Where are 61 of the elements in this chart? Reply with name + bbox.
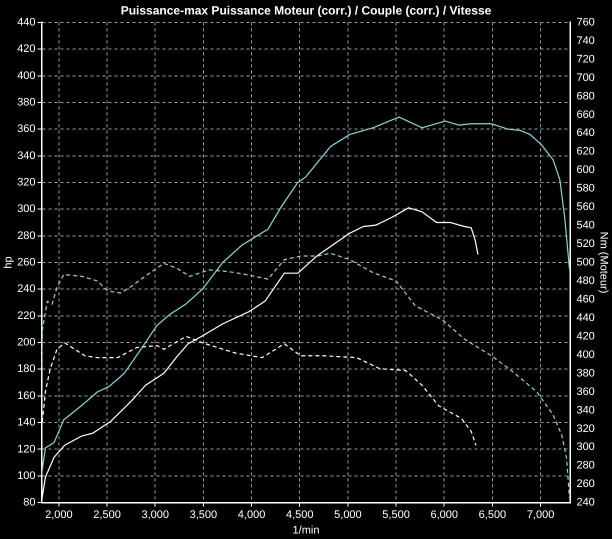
y2-tick-label: 560 — [576, 201, 595, 214]
y2-tick-label: 480 — [576, 275, 595, 287]
y-tick-label: 120 — [17, 443, 36, 456]
x-tick-label: 5,500 — [382, 509, 410, 522]
y-tick-label: 140 — [17, 416, 36, 429]
y2-tick-label: 600 — [576, 164, 595, 176]
x-tick-label: 5,000 — [334, 509, 362, 522]
y2-tick-label: 540 — [576, 220, 595, 232]
y2-tick-label: 660 — [576, 108, 595, 121]
y2-tick-label: 340 — [576, 404, 595, 416]
y2-tick-label: 360 — [576, 386, 595, 398]
y-tick-label: 240 — [17, 283, 36, 296]
y-tick-label: 160 — [17, 390, 36, 402]
y2-tick-label: 280 — [576, 460, 595, 472]
y-tick-label: 280 — [17, 230, 36, 242]
x-axis-title: 1/min — [292, 524, 320, 536]
y2-tick-label: 460 — [576, 293, 595, 306]
chart-title: Puissance-max Puissance Moteur (corr.) / Couple (corr.) / Vitesse — [120, 4, 492, 18]
x-tick-label: 7,000 — [526, 509, 554, 522]
y-tick-label: 300 — [17, 203, 36, 216]
y-tick-label: 320 — [17, 176, 36, 188]
x-tick-label: 3,000 — [141, 509, 169, 522]
y-tick-label: 180 — [17, 363, 36, 376]
x-tick-label: 4,500 — [286, 509, 314, 522]
y-tick-label: 200 — [17, 336, 36, 349]
y-tick-label: 260 — [17, 256, 36, 269]
y-tick-label: 100 — [17, 470, 36, 482]
x-tick-label: 2,000 — [45, 509, 73, 522]
y2-tick-label: 520 — [576, 238, 595, 250]
y2-tick-label: 440 — [576, 312, 595, 324]
y2-tick-label: 260 — [576, 478, 595, 490]
y2-tick-label: 420 — [576, 330, 595, 342]
y2-tick-label: 320 — [576, 422, 595, 435]
y-tick-label: 220 — [17, 310, 36, 322]
y2-tick-label: 580 — [576, 182, 595, 195]
x-tick-label: 4,000 — [238, 509, 266, 522]
y2-tick-label: 240 — [576, 496, 595, 509]
y2-tick-label: 620 — [576, 146, 595, 158]
y2-axis-title: Nm (Moteur) — [597, 232, 610, 294]
x-tick-label: 2,500 — [93, 509, 121, 522]
x-tick-label: 3,500 — [190, 509, 218, 522]
y2-tick-label: 300 — [576, 441, 595, 454]
y2-tick-label: 640 — [576, 127, 595, 140]
y2-tick-label: 500 — [576, 256, 595, 269]
y-tick-label: 400 — [17, 70, 36, 82]
y2-tick-label: 760 — [576, 16, 595, 28]
x-tick-label: 6,000 — [430, 509, 458, 522]
y2-tick-label: 400 — [576, 348, 595, 361]
y-tick-label: 420 — [17, 43, 36, 56]
y-tick-label: 360 — [17, 123, 36, 136]
y-tick-label: 340 — [17, 150, 36, 162]
y2-tick-label: 720 — [576, 53, 595, 66]
y-tick-label: 80 — [23, 496, 36, 509]
y-axis-title: hp — [2, 256, 15, 269]
y2-tick-label: 680 — [576, 90, 595, 102]
y-tick-label: 440 — [17, 16, 36, 28]
y2-tick-label: 700 — [576, 72, 595, 84]
y2-tick-label: 740 — [576, 34, 595, 47]
y2-tick-label: 380 — [576, 367, 595, 380]
y-tick-label: 380 — [17, 96, 36, 108]
x-tick-label: 6,500 — [478, 509, 506, 522]
